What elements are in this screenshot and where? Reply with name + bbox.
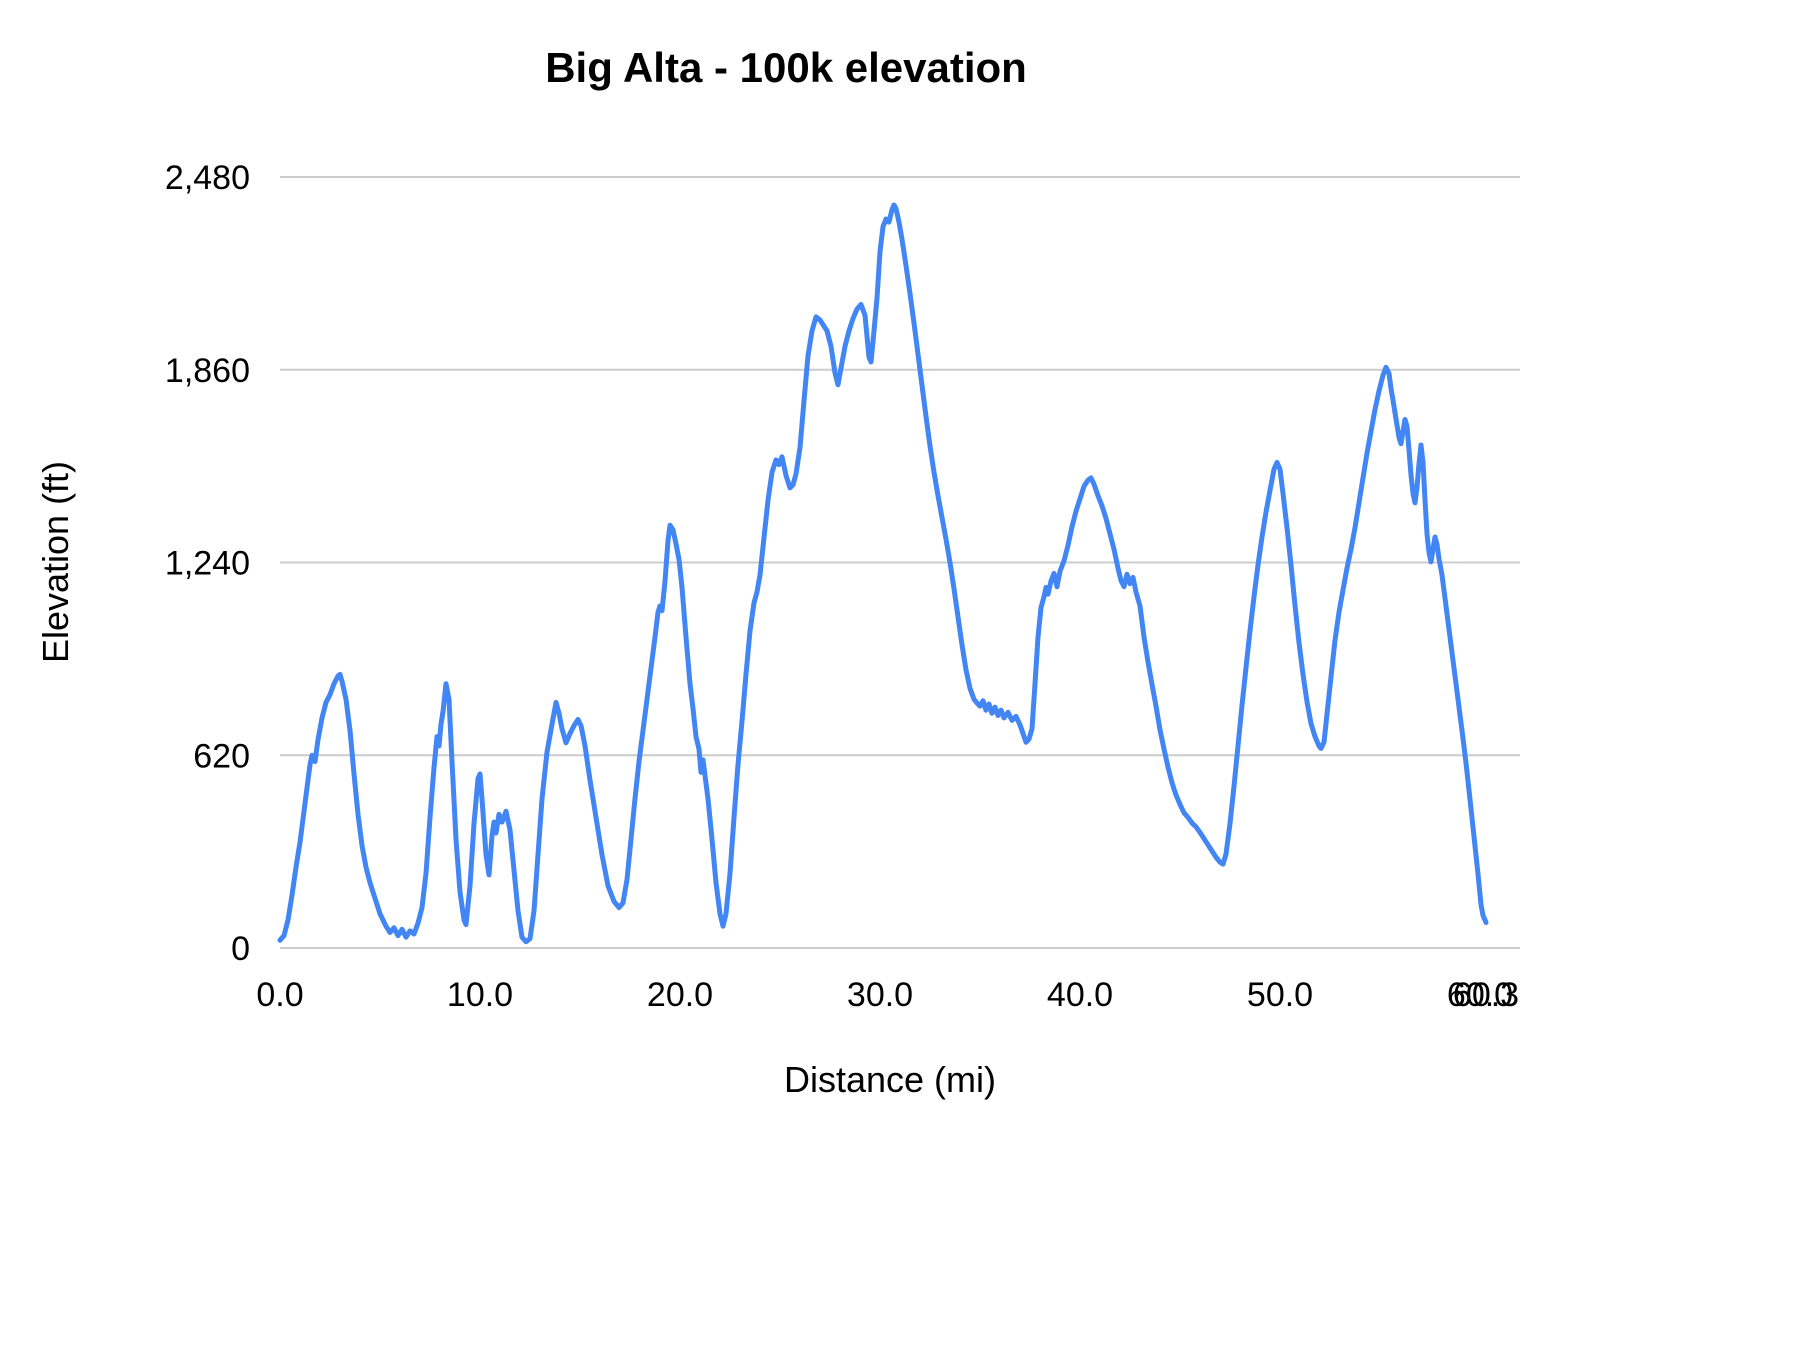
chart-title: Big Alta - 100k elevation [545, 44, 1027, 91]
x-tick-label: 10.0 [447, 976, 513, 1014]
series-group [277, 202, 1489, 945]
y-tick-label: 620 [193, 737, 250, 775]
x-axis-tick-labels: 0.0 10.0 20.0 30.0 40.0 50.0 60.060.3 [256, 976, 1519, 1014]
x-axis-title: Distance (mi) [784, 1059, 996, 1100]
y-axis-tick-labels: 0 620 1,240 1,860 2,480 [165, 159, 250, 968]
x-tick-label: 60.3 [1453, 976, 1519, 1014]
y-tick-label: 1,860 [165, 352, 250, 390]
x-tick-label: 0.0 [256, 976, 303, 1014]
x-tick-label: 50.0 [1247, 976, 1313, 1014]
y-tick-label: 2,480 [165, 159, 250, 197]
x-tick-label: 20.0 [647, 976, 713, 1014]
y-axis-title: Elevation (ft) [35, 461, 76, 663]
y-tick-label: 0 [231, 930, 250, 968]
elevation-line-series [277, 202, 1489, 945]
gridlines-group [280, 176, 1520, 949]
x-tick-label: 40.0 [1047, 976, 1113, 1014]
x-tick-label: 60.0 [1447, 976, 1513, 1014]
y-tick-label: 1,240 [165, 545, 250, 583]
x-tick-label: 30.0 [847, 976, 913, 1014]
